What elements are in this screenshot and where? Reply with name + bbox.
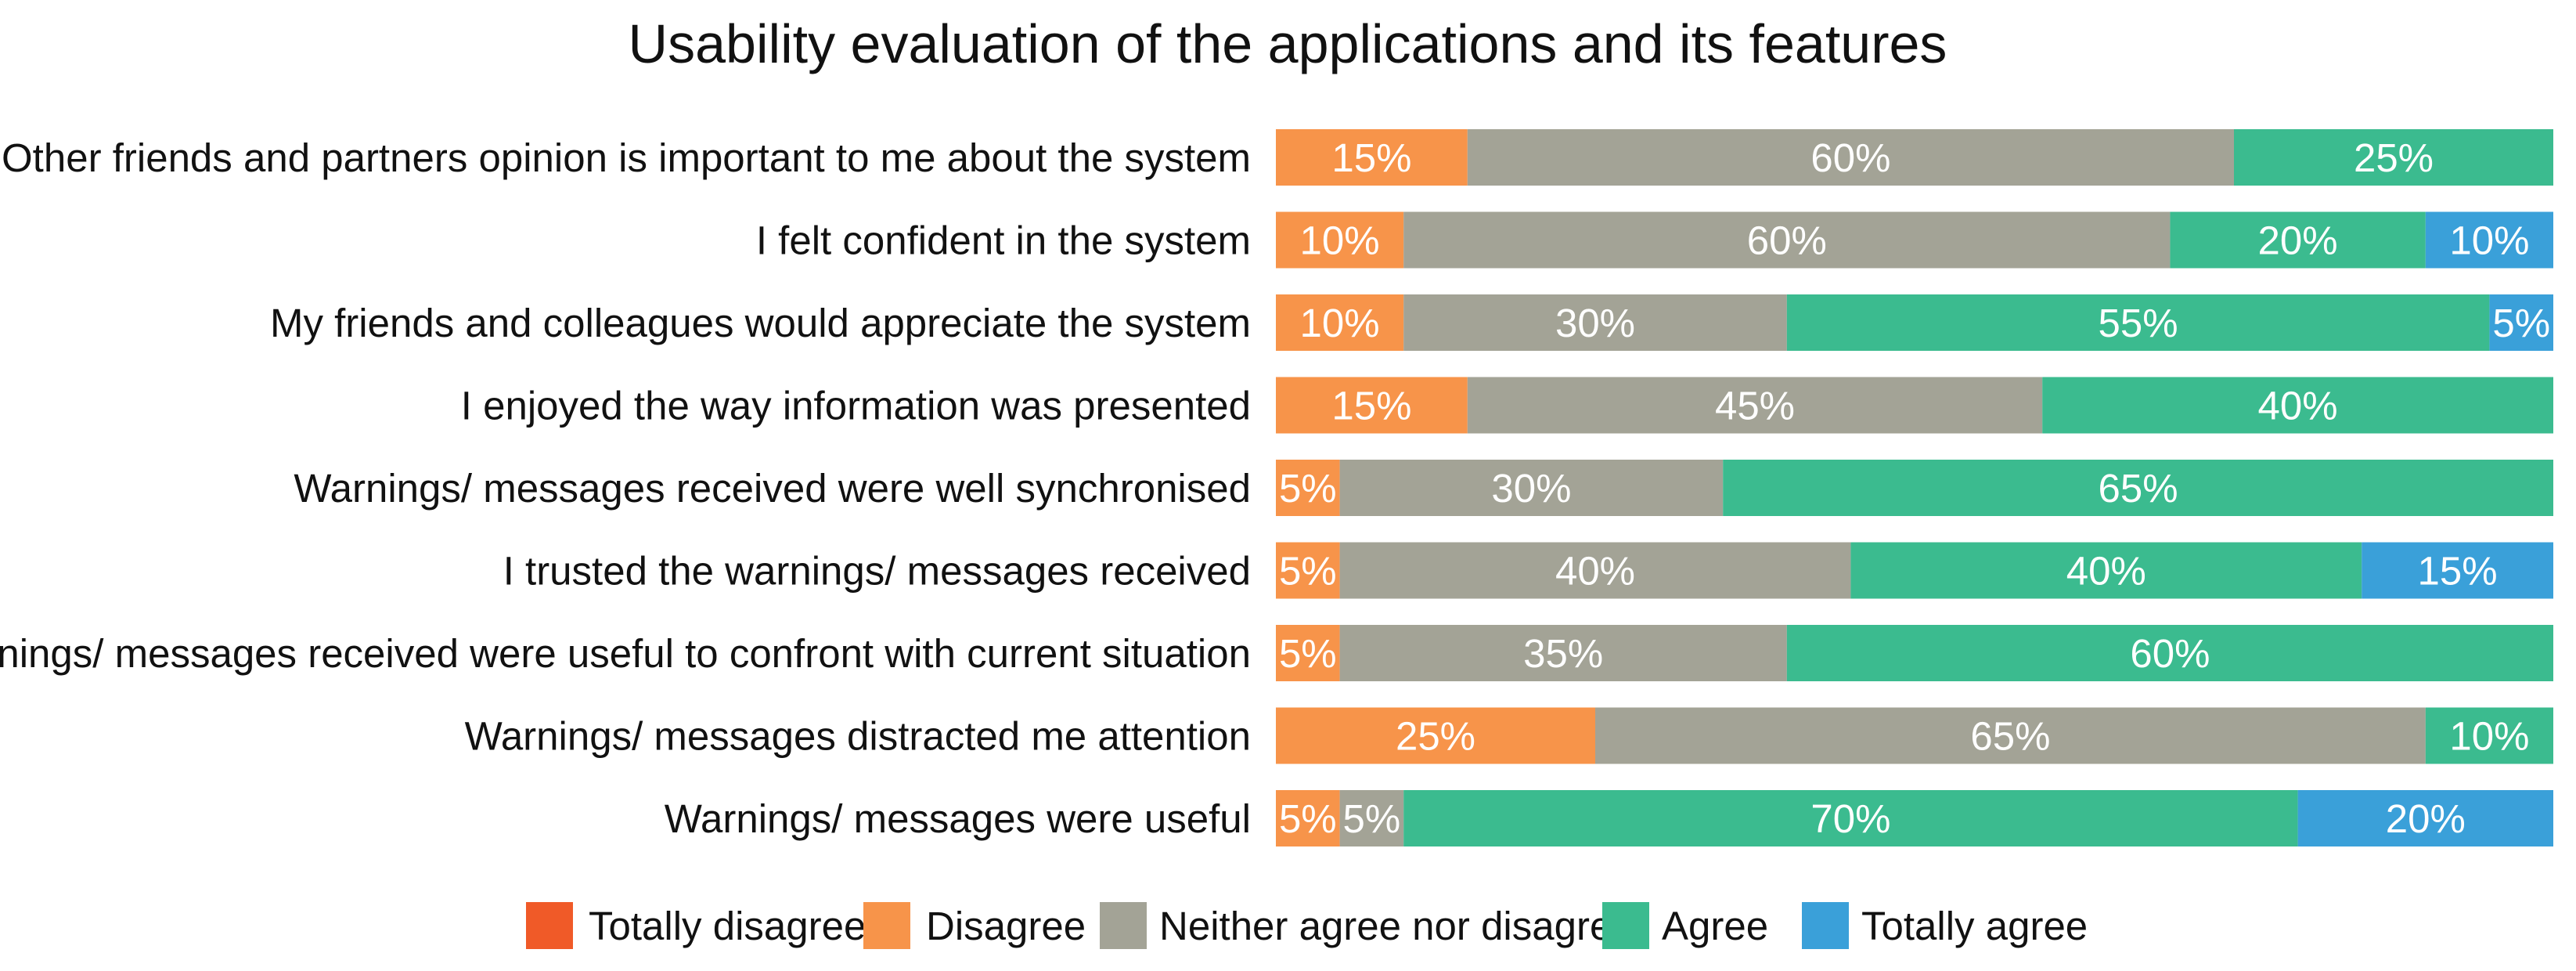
- bar-value-label: 5%: [2492, 301, 2550, 345]
- bar-segment: [1276, 542, 1340, 599]
- bar-segment: [1276, 707, 1595, 764]
- bar-value-label: 35%: [1523, 631, 1603, 676]
- bar-value-label: 55%: [2099, 301, 2178, 345]
- bar-segment: [1276, 294, 1404, 351]
- bar-value-label: 40%: [2066, 549, 2146, 594]
- bar-segment: [2234, 129, 2553, 186]
- bar-value-label: 45%: [1715, 384, 1795, 428]
- bar-segment: [2362, 542, 2553, 599]
- category-label: Other friends and partners opinion is im…: [2, 135, 1251, 180]
- bar-value-label: 20%: [2258, 218, 2338, 263]
- bar-value-label: 65%: [1970, 714, 2050, 759]
- category-label: Warnings/ messages were useful: [665, 796, 1251, 841]
- bars-group: Other friends and partners opinion is im…: [0, 129, 2553, 846]
- bar-segment: [2042, 377, 2553, 434]
- bar-value-label: 10%: [1300, 301, 1380, 345]
- bar-segment: [2170, 211, 2426, 269]
- bar-value-label: 20%: [2386, 796, 2466, 841]
- bar-value-label: 25%: [2354, 135, 2434, 180]
- bar-segment: [2297, 790, 2553, 846]
- bar-segment: [2425, 707, 2553, 764]
- legend-swatch: [1802, 902, 1849, 949]
- legend-label: Disagree: [926, 904, 1086, 948]
- category-label: Warnings/ messages received were useful …: [0, 631, 1251, 676]
- bar-segment: [1595, 707, 2426, 764]
- legend: Totally disagree Disagree Neither agree no…: [526, 902, 2088, 949]
- legend-label: Neither agree nor disagree: [1159, 904, 1634, 948]
- legend-label: Totally agree: [1861, 904, 2088, 948]
- bar-value-label: 5%: [1279, 796, 1337, 841]
- chart-title: Usability evaluation of the applications…: [629, 13, 1947, 74]
- legend-swatch: [1100, 902, 1147, 949]
- category-label: Warnings/ messages distracted me attenti…: [465, 714, 1251, 759]
- bar-value-label: 65%: [2099, 466, 2178, 511]
- bar-value-label: 5%: [1279, 466, 1337, 511]
- bar-value-label: 60%: [1810, 135, 1890, 180]
- bar-segment: [1276, 790, 1340, 846]
- legend-swatch: [526, 902, 573, 949]
- bar-segment: [1276, 625, 1340, 681]
- bar-segment: [1339, 542, 1851, 599]
- bar-segment: [1339, 625, 1787, 681]
- bar-segment: [1276, 129, 1468, 186]
- bar-segment: [2489, 294, 2553, 351]
- bar-segment: [1339, 790, 1404, 846]
- bar-value-label: 30%: [1491, 466, 1571, 511]
- bar-value-label: 40%: [1555, 549, 1635, 594]
- bar-value-label: 15%: [2418, 549, 2498, 594]
- bar-value-label: 5%: [1343, 796, 1401, 841]
- bar-value-label: 60%: [2130, 631, 2210, 676]
- bar-value-label: 40%: [2258, 384, 2338, 428]
- bar-value-label: 15%: [1331, 135, 1411, 180]
- bar-segment: [1339, 460, 1724, 516]
- bar-value-label: 10%: [1300, 218, 1380, 263]
- legend-swatch: [1602, 902, 1649, 949]
- category-label: I enjoyed the way information was presen…: [461, 384, 1251, 428]
- category-label: Warnings/ messages received were well sy…: [294, 466, 1251, 511]
- bar-value-label: 15%: [1331, 384, 1411, 428]
- bar-segment: [1786, 294, 2490, 351]
- legend-label: Agree: [1662, 904, 1768, 948]
- category-label: My friends and colleagues would apprecia…: [270, 301, 1251, 345]
- category-label: I trusted the warnings/ messages receive…: [503, 549, 1251, 594]
- bar-segment: [1276, 377, 1468, 434]
- bar-segment: [1276, 211, 1404, 269]
- bar-value-label: 5%: [1279, 549, 1337, 594]
- bar-value-label: 5%: [1279, 631, 1337, 676]
- bar-segment: [1723, 460, 2553, 516]
- bar-value-label: 30%: [1555, 301, 1635, 345]
- bar-segment: [1467, 129, 2234, 186]
- bar-segment: [1403, 790, 2298, 846]
- bar-value-label: 10%: [2449, 714, 2529, 759]
- legend-swatch: [863, 902, 910, 949]
- bar-segment: [2425, 211, 2553, 269]
- bar-value-label: 25%: [1396, 714, 1475, 759]
- bar-segment: [1850, 542, 2362, 599]
- bar-value-label: 10%: [2449, 218, 2529, 263]
- legend-label: Totally disagree: [589, 904, 866, 948]
- bar-segment: [1786, 625, 2553, 681]
- bar-value-label: 70%: [1810, 796, 1890, 841]
- bar-segment: [1403, 294, 1787, 351]
- bar-segment: [1467, 377, 2043, 434]
- category-label: I felt confident in the system: [756, 218, 1251, 263]
- bar-segment: [1276, 460, 1340, 516]
- bar-segment: [1403, 211, 2171, 269]
- bar-value-label: 60%: [1747, 218, 1827, 263]
